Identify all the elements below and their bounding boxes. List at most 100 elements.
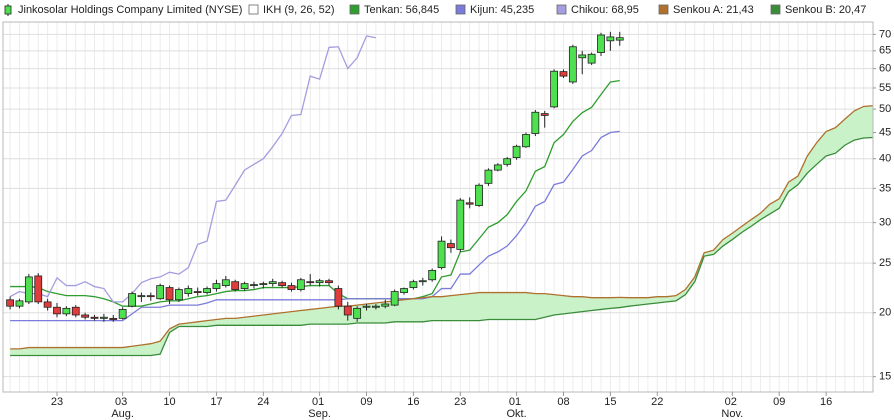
legend-icon bbox=[248, 4, 259, 15]
candle-body bbox=[550, 70, 559, 108]
x-tick-label: 23 bbox=[454, 396, 466, 408]
axes: 23 03 Aug. 10 17 24 01 Sep. 09 16 23 01 Okt. 08 15 2… bbox=[51, 28, 891, 420]
y-tick-label: 55 bbox=[879, 82, 891, 94]
x-tick-label: 16 bbox=[820, 396, 832, 408]
candle-body bbox=[437, 240, 446, 269]
candle-body bbox=[343, 305, 352, 316]
legend-label: Tenkan: 56,845 bbox=[364, 4, 439, 16]
y-tick-label: 45 bbox=[879, 126, 891, 138]
x-tick-label: 23 bbox=[51, 396, 63, 408]
x-tick-label: 08 bbox=[557, 396, 569, 408]
candle-body bbox=[203, 288, 211, 293]
candle-body bbox=[240, 283, 249, 289]
candle-body bbox=[493, 164, 502, 171]
candle-body bbox=[540, 113, 549, 116]
candle-body bbox=[615, 37, 624, 41]
y-tick-label: 65 bbox=[879, 45, 891, 57]
legend-label: Kijun: 45,235 bbox=[470, 4, 534, 16]
y-tick-label: 50 bbox=[879, 103, 891, 115]
y-tick-label: 40 bbox=[879, 153, 891, 165]
candle-body bbox=[371, 305, 380, 308]
indicator-line bbox=[10, 130, 620, 322]
candle-body bbox=[268, 281, 277, 285]
x-tick-label: 01 Okt. bbox=[506, 396, 526, 420]
indicator-line bbox=[10, 79, 620, 307]
x-tick-label: 15 bbox=[604, 396, 616, 408]
candle-body bbox=[15, 300, 24, 307]
candle-body bbox=[278, 282, 287, 286]
legend-icon bbox=[658, 4, 669, 15]
legend-label: Senkou B: 20,47 bbox=[785, 4, 866, 16]
candle-body bbox=[587, 53, 596, 64]
candle-body bbox=[315, 280, 324, 284]
legend: Jinkosolar Holdings Company Limited (NYS… bbox=[4, 4, 866, 16]
candle-body bbox=[325, 280, 333, 284]
candle-body bbox=[578, 54, 587, 59]
x-tick-label: 02 Nov. bbox=[721, 396, 743, 420]
candle-body bbox=[503, 158, 512, 165]
candle-body bbox=[522, 134, 530, 148]
candle-body bbox=[531, 111, 540, 134]
candle-body bbox=[71, 306, 80, 316]
candle-body bbox=[156, 285, 165, 300]
candle-body bbox=[465, 202, 474, 205]
candle-body bbox=[24, 276, 33, 303]
x-tick-label: 01 Sep. bbox=[308, 396, 331, 420]
y-tick-label: 60 bbox=[879, 63, 891, 75]
candle-body bbox=[597, 34, 605, 53]
candle-body bbox=[62, 307, 71, 315]
x-tick-label: 03 Aug. bbox=[111, 396, 134, 420]
candle-body bbox=[400, 288, 408, 293]
candle-body bbox=[250, 284, 258, 286]
candle-body bbox=[568, 46, 577, 83]
candle-body bbox=[146, 295, 155, 298]
indicator-line bbox=[9, 35, 377, 303]
y-tick-label: 30 bbox=[879, 217, 891, 229]
candle-body bbox=[475, 184, 483, 206]
indicator-line bbox=[10, 136, 874, 357]
candle-body bbox=[512, 145, 521, 158]
y-tick-label: 15 bbox=[879, 371, 891, 383]
candle-body bbox=[296, 279, 305, 290]
plot-frame bbox=[2, 21, 874, 393]
legend-icon bbox=[770, 4, 781, 15]
candle-body bbox=[137, 295, 146, 298]
candle-body bbox=[81, 314, 90, 318]
indicator-line bbox=[10, 104, 874, 350]
legend-icon bbox=[349, 4, 360, 15]
candle-body bbox=[353, 307, 362, 319]
candle-body bbox=[306, 281, 315, 284]
candle-body bbox=[259, 283, 268, 286]
legend-label: Chikou: 68,95 bbox=[571, 4, 639, 16]
candle-body bbox=[184, 288, 193, 294]
legend-label: Senkou A: 21,43 bbox=[673, 4, 754, 16]
candle-body bbox=[231, 281, 240, 290]
candle-body bbox=[559, 71, 568, 77]
y-tick-label: 25 bbox=[879, 257, 891, 269]
candle-body bbox=[53, 306, 61, 315]
candle-body bbox=[34, 275, 43, 303]
x-tick-label: 09 bbox=[773, 396, 785, 408]
candle-body bbox=[456, 199, 465, 250]
legend-icon bbox=[4, 5, 12, 15]
lines bbox=[9, 35, 874, 357]
candle-body bbox=[99, 316, 108, 319]
candle-body bbox=[428, 269, 437, 281]
candles bbox=[6, 31, 624, 322]
candle-body bbox=[6, 299, 14, 307]
candle-body bbox=[118, 309, 127, 319]
x-tick-label: 22 bbox=[651, 396, 663, 408]
candle-body bbox=[287, 285, 296, 290]
x-tick-label: 24 bbox=[257, 396, 269, 408]
candle-body bbox=[362, 305, 371, 308]
legend-icon bbox=[556, 4, 567, 15]
candle-body bbox=[175, 289, 183, 301]
candle-body bbox=[212, 283, 221, 289]
y-tick-label: 35 bbox=[879, 182, 891, 194]
candle-body bbox=[193, 291, 202, 293]
candle-body bbox=[381, 303, 390, 307]
candle-body bbox=[128, 293, 136, 307]
candle-body bbox=[390, 291, 399, 306]
